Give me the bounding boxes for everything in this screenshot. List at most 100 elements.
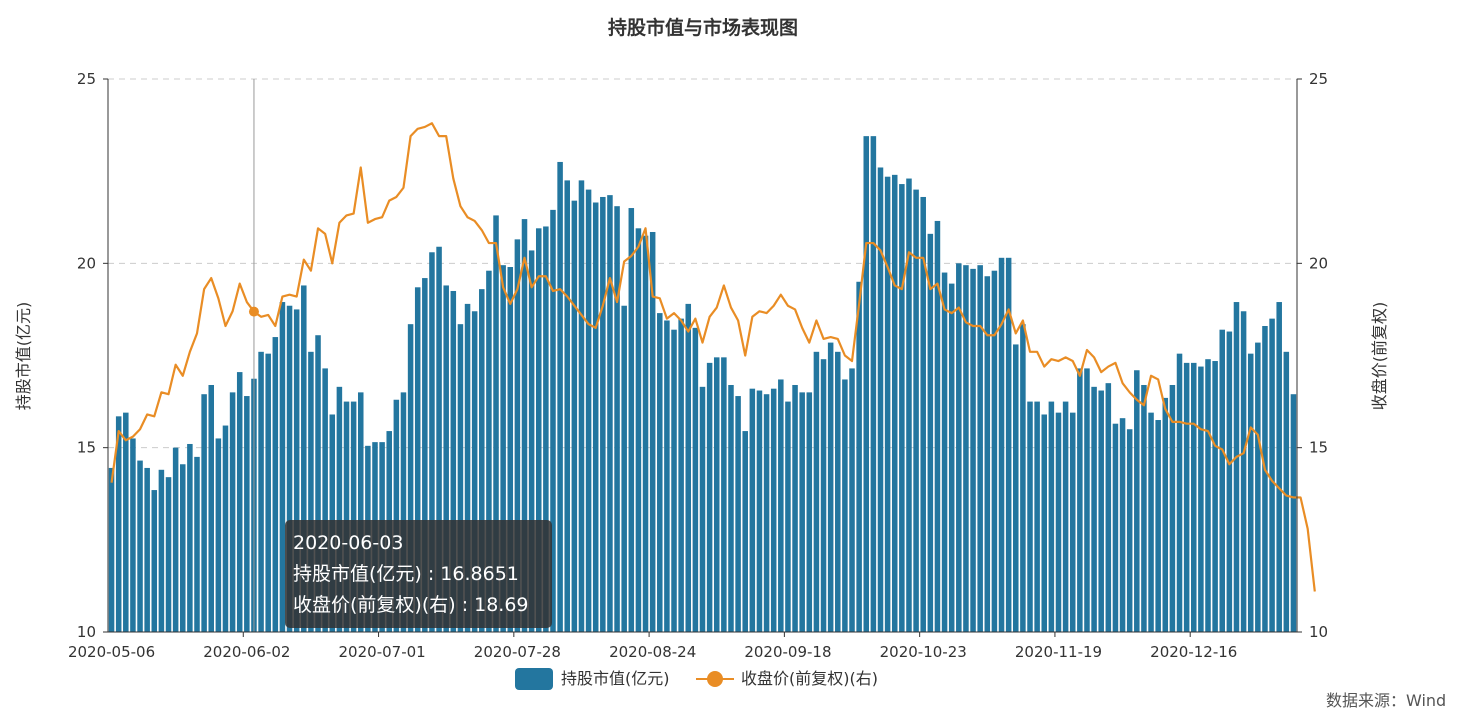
legend[interactable]: 持股市值(亿元) 收盘价(前复权)(右): [515, 668, 878, 690]
bar: [778, 379, 784, 632]
bar: [842, 379, 848, 632]
bar: [1162, 397, 1169, 632]
bar: [906, 178, 912, 633]
bar: [308, 351, 314, 632]
x-tick-label: 2020-05-06: [68, 643, 155, 661]
bar: [208, 384, 214, 632]
bar: [1219, 329, 1226, 632]
bar: [1176, 353, 1183, 632]
bar: [927, 233, 934, 632]
bar: [1020, 324, 1026, 632]
bar: [863, 136, 870, 633]
bar: [941, 272, 948, 632]
bar: [991, 270, 998, 632]
bar: [1276, 302, 1282, 632]
bar: [315, 335, 321, 632]
bar: [1055, 412, 1062, 632]
y-left-tick-label: 25: [77, 70, 96, 88]
legend-line-label: 收盘价(前复权)(右): [741, 669, 878, 688]
bar: [123, 412, 129, 632]
bar: [1119, 418, 1126, 632]
bar: [1041, 414, 1048, 632]
bar: [585, 189, 592, 632]
bar: [571, 200, 578, 632]
bar: [158, 469, 165, 632]
bar: [998, 257, 1005, 632]
bar: [1027, 401, 1033, 632]
bar: [728, 384, 734, 632]
bar: [891, 174, 898, 632]
bar: [1013, 344, 1019, 632]
y-left-tick-label: 15: [77, 439, 96, 457]
bar: [393, 399, 400, 632]
bar: [322, 368, 328, 632]
bar: [543, 226, 549, 632]
bar: [1126, 429, 1133, 632]
price-line: [110, 122, 1316, 592]
bar: [849, 368, 855, 632]
bar: [592, 202, 599, 632]
bar: [1141, 384, 1147, 632]
bar: [1240, 311, 1247, 632]
bar: [236, 372, 243, 632]
bar: [671, 329, 677, 632]
bar: [820, 359, 827, 632]
bar: [742, 431, 748, 632]
bar: [258, 351, 264, 632]
bar: [963, 265, 969, 632]
bar: [115, 416, 122, 632]
x-tick-label: 2020-11-19: [1015, 643, 1102, 661]
bar: [1262, 326, 1268, 632]
bar: [685, 303, 692, 632]
bar: [1105, 383, 1112, 632]
bar: [343, 401, 350, 632]
bar: [443, 285, 449, 632]
bar: [877, 167, 884, 633]
bar: [1084, 368, 1090, 632]
bar: [827, 342, 834, 632]
bar: [1048, 401, 1055, 632]
bar: [1169, 384, 1176, 632]
bar: [1191, 362, 1197, 632]
bar: [436, 246, 442, 632]
bar: [948, 283, 955, 632]
bar: [194, 456, 200, 632]
bar: [151, 490, 158, 632]
bar: [1183, 362, 1190, 632]
bar: [813, 351, 820, 632]
x-tick-label: 2020-06-02: [203, 643, 290, 661]
bar: [471, 311, 478, 632]
bar: [920, 196, 926, 632]
bar: [1062, 401, 1069, 632]
bar: [792, 384, 798, 632]
bar: [692, 327, 699, 632]
bar: [763, 394, 770, 632]
bar: [201, 394, 207, 632]
bar: [301, 285, 307, 632]
line-series[interactable]: [110, 122, 1316, 592]
y-right-tick-label: 20: [1309, 254, 1328, 272]
bar: [550, 209, 556, 633]
bar: [628, 208, 635, 633]
bar: [215, 438, 222, 632]
bar: [222, 425, 229, 632]
bar: [535, 228, 542, 632]
bar: [172, 447, 179, 632]
bar: [721, 357, 727, 632]
bar: [856, 281, 862, 632]
bar: [621, 305, 627, 632]
bar: [429, 252, 435, 633]
bar: [678, 318, 684, 632]
bar: [1205, 359, 1211, 632]
bar: [870, 136, 877, 633]
bar: [244, 396, 250, 632]
bar: [1290, 394, 1297, 632]
bar: [557, 161, 563, 632]
bar: [1155, 420, 1161, 632]
source-label: 数据来源：Wind: [1326, 691, 1446, 710]
bar: [414, 287, 421, 632]
bar: [457, 324, 464, 632]
bar-series[interactable]: [108, 136, 1297, 633]
y-right-tick-label: 10: [1309, 623, 1328, 641]
